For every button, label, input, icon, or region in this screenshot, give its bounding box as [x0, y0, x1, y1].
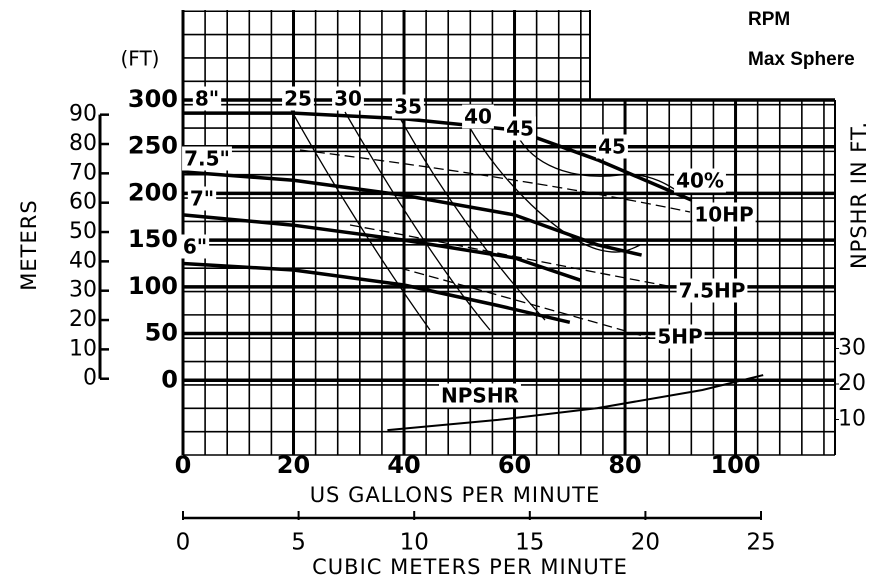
y-tick-label: 100 [128, 272, 178, 300]
annotation-box [692, 202, 756, 227]
grid [181, 10, 836, 456]
y-tick-label: 300 [128, 85, 178, 113]
annotation: 35 [394, 95, 422, 119]
efficiency-lines [289, 107, 701, 339]
marks [182, 111, 764, 432]
y-axis-label: (FT) [121, 47, 160, 71]
annotation-box [676, 278, 748, 303]
annotation: 5HP [657, 325, 702, 349]
series-label: NPSHR [441, 384, 519, 408]
series-label: 7" [190, 187, 214, 211]
x-axis-label: US GALLONS PER MINUTE [310, 483, 601, 507]
y-tick-label: 250 [128, 132, 178, 160]
series-label: 7.5" [184, 147, 230, 171]
annotation: 30 [334, 87, 362, 111]
meters-tick-label: 20 [69, 307, 97, 332]
annotation: 40 [464, 105, 492, 129]
x-tick-label: 20 [277, 451, 310, 479]
annotation: 40% [676, 169, 724, 193]
meters-tick-label: 60 [69, 190, 97, 215]
chart-title: RPM [748, 9, 790, 30]
annotation: 10HP [694, 203, 753, 227]
annotation-box [332, 86, 364, 111]
y-tick-label: 50 [145, 319, 178, 347]
labels: 0 20 40 60 80 1000501001502002503001020300102… [69, 85, 866, 556]
meters-tick-label: 10 [69, 336, 97, 361]
meters-tick-label: 80 [69, 131, 97, 156]
meters-tick-label: 90 [69, 102, 97, 127]
x2-tick-label: 5 [291, 530, 306, 556]
chart-subtitle: Max Sphere [748, 49, 855, 70]
x-tick-label: 100 [710, 451, 760, 479]
series-label-box [180, 234, 210, 259]
meters-tick-label: 50 [69, 219, 97, 244]
y-tick-label: 0 [161, 365, 178, 393]
series-label: 6" [183, 235, 207, 259]
efficiency-line [399, 117, 546, 321]
series-label-box [192, 86, 222, 111]
hp-line [299, 149, 691, 213]
series-label-box [187, 186, 217, 211]
y-tick-label: 200 [128, 178, 178, 206]
y-tick-label: 150 [128, 225, 178, 253]
hp-line [349, 224, 701, 293]
meters-tick-label: 70 [69, 160, 97, 185]
annotation: 25 [284, 87, 312, 111]
annotation: 45 [506, 117, 534, 141]
x2-tick-label: 0 [176, 530, 191, 556]
series-line [182, 170, 642, 257]
y2-tick-label: 20 [838, 371, 866, 396]
x2-tick-label: 20 [631, 530, 660, 556]
meters-tick-label: 0 [83, 366, 97, 391]
efficiency-line [344, 111, 491, 331]
x-tick-label: 80 [608, 451, 641, 479]
annotation-box [504, 116, 536, 141]
x2-tick-label: 25 [746, 530, 775, 556]
series-line [183, 111, 692, 202]
x2-tick-label: 10 [400, 530, 429, 556]
series-line [182, 261, 571, 325]
meters-tick-label: 40 [69, 248, 97, 273]
annotation: 45 [598, 135, 626, 159]
annotation-box [674, 168, 726, 193]
efficiency-line [519, 139, 691, 201]
y2-tick-label: 30 [838, 336, 866, 361]
meters-axis-label: METERS [17, 199, 41, 290]
x-tick-label: 60 [498, 451, 531, 479]
annotation-box [392, 94, 424, 119]
x2-tick-label: 15 [515, 530, 544, 556]
series-label-box [182, 146, 232, 171]
annotation-box [596, 134, 628, 159]
efficiency-line [289, 107, 431, 331]
series-line [387, 374, 764, 432]
meters-tick-label: 30 [69, 278, 97, 303]
series-line [182, 213, 582, 282]
annotation: 7.5HP [679, 279, 746, 303]
annotation-box [282, 86, 314, 111]
y2-axis-label: NPSHR IN FT. [847, 121, 871, 269]
hp-line [399, 267, 651, 339]
annotation-box [462, 104, 494, 129]
y2-tick-label: 10 [838, 407, 866, 432]
series-label: 8" [195, 87, 219, 111]
x-tick-label: 40 [387, 451, 420, 479]
x-tick-label: 0 [175, 451, 192, 479]
series-label-box [439, 383, 521, 408]
annotation-box [655, 324, 705, 349]
x2-axis-label: CUBIC METERS PER MINUTE [312, 555, 628, 579]
